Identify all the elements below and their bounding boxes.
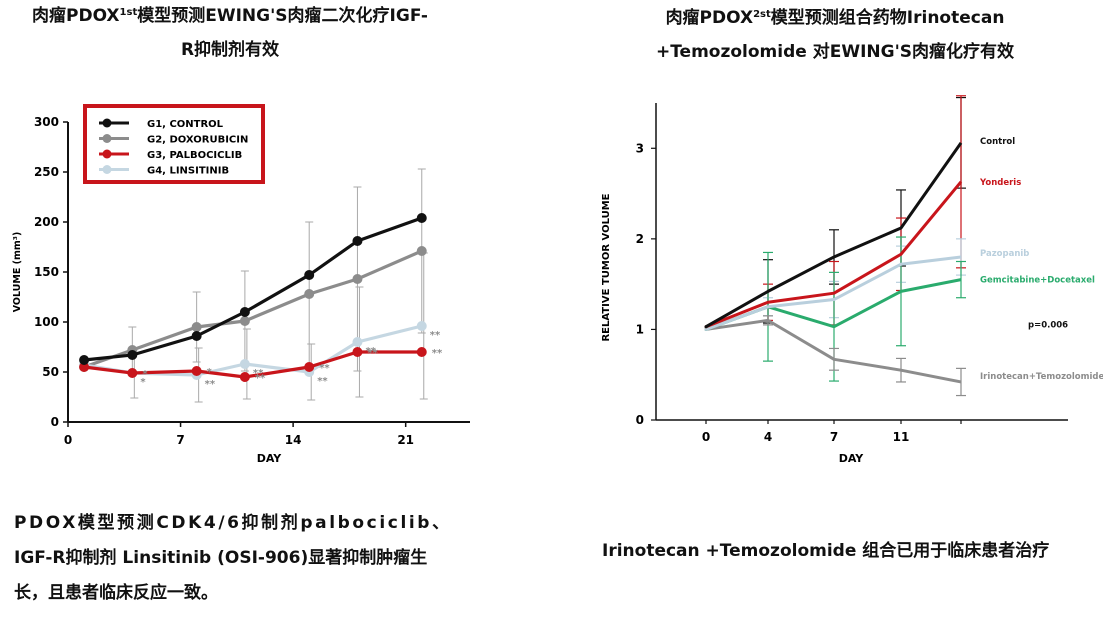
left-figure-title: 肉瘤PDOX1st模型预测EWING'S肉瘤二次化疗IGF- R抑制剂有效 <box>0 0 460 67</box>
y-tick-label: 3 <box>636 141 644 155</box>
x-tick-label: 0 <box>64 433 72 447</box>
y-tick-label: 1 <box>636 322 644 336</box>
y-tick-label: 0 <box>51 415 59 429</box>
left-caption-line1: PDOX模型预测CDK4/6抑制剂palbociclib、 <box>14 513 452 533</box>
significance-mark: ** <box>255 373 266 384</box>
legend-swatch-marker <box>102 165 112 174</box>
data-point <box>304 362 315 372</box>
y-tick-label: 250 <box>34 165 59 179</box>
data-point <box>79 362 90 372</box>
data-point <box>79 355 90 365</box>
series-line <box>705 180 963 329</box>
significance-mark: ** <box>253 368 264 379</box>
data-point <box>416 246 427 256</box>
series-label: Control <box>980 137 1015 147</box>
data-point <box>239 307 250 317</box>
y-tick-label: 150 <box>34 265 59 279</box>
data-point <box>304 270 315 280</box>
data-point <box>239 359 250 369</box>
y-tick-label: 2 <box>636 232 644 246</box>
x-axis-label: DAY <box>839 452 865 465</box>
right-figure-title: 肉瘤PDOX2st模型预测组合药物Irinotecan +Temozolomid… <box>600 0 1070 69</box>
series-label: Gemcitabine+Docetaxel <box>980 276 1095 286</box>
left-caption: PDOX模型预测CDK4/6抑制剂palbociclib、 IGF-R抑制剂 L… <box>14 506 514 611</box>
data-point <box>191 322 202 332</box>
legend-swatch-marker <box>102 118 112 128</box>
data-point <box>239 316 250 326</box>
significance-mark: ** <box>365 346 376 357</box>
legend-label: G1, CONTROL <box>147 119 224 130</box>
left-caption-line2: IGF-R抑制剂 Linsitinib (OSI-906)显著抑制肿瘤生 <box>14 548 428 568</box>
significance-mark: * <box>140 377 146 388</box>
right-title-text-a: 肉瘤PDOX <box>665 8 754 28</box>
data-point <box>352 347 363 357</box>
data-point <box>416 213 427 223</box>
x-tick-label: 7 <box>176 433 184 447</box>
left-title-line2: R抑制剂有效 <box>180 40 280 60</box>
right-title-line2: +Temozolomide 对EWING'S肉瘤化疗有效 <box>655 42 1015 62</box>
right-title-text-b: 模型预测组合药物Irinotecan <box>770 8 1005 28</box>
y-tick-label: 0 <box>636 413 644 427</box>
left-title-text-a: 肉瘤PDOX <box>32 6 120 26</box>
y-tick-label: 100 <box>34 315 59 329</box>
y-axis-label: VOLUME (mm³) <box>12 232 23 313</box>
data-point <box>352 274 363 284</box>
legend-label: G4, LINSITINIB <box>147 166 229 177</box>
significance-mark: ** <box>319 363 330 374</box>
y-tick-label: 50 <box>42 365 59 379</box>
data-point <box>704 325 708 329</box>
left-title-text-b: 模型预测EWING'S肉瘤二次化疗IGF- <box>137 6 428 26</box>
series-label: Yonderis <box>979 178 1021 188</box>
series-line <box>705 255 962 331</box>
significance-mark: * <box>207 367 213 378</box>
significance-mark: ** <box>317 376 328 387</box>
x-axis-label: DAY <box>257 452 283 465</box>
series-line <box>705 318 962 384</box>
significance-mark: * <box>142 369 148 380</box>
legend-label: G2, DOXORUBICIN <box>147 135 248 146</box>
significance-mark: ** <box>430 330 441 341</box>
series-line <box>705 141 963 329</box>
data-point <box>304 289 315 299</box>
y-axis-label: RELATIVE TUMOR VOLUME <box>601 193 612 341</box>
legend-swatch-marker <box>102 149 112 159</box>
data-point <box>239 372 250 382</box>
data-point <box>191 331 202 341</box>
y-tick-label: 200 <box>34 215 59 229</box>
data-point <box>191 366 202 376</box>
left-title-superscript: 1st <box>119 7 138 18</box>
x-tick-label: 0 <box>702 430 710 444</box>
x-tick-label: 21 <box>397 433 414 447</box>
significance-mark: ** <box>432 348 443 359</box>
x-tick-label: 14 <box>285 433 302 447</box>
x-tick-label: 11 <box>893 430 910 444</box>
significance-mark: ** <box>205 379 216 390</box>
data-point <box>127 350 138 360</box>
right-title-superscript: 2st <box>753 9 771 20</box>
p-value-annotation: p=0.006 <box>1028 320 1068 330</box>
significance-mark: ** <box>367 348 378 359</box>
legend-swatch-marker <box>102 134 112 143</box>
data-point <box>704 327 708 331</box>
data-point <box>127 368 138 378</box>
series-label: Pazopanib <box>980 249 1029 259</box>
data-point <box>352 236 363 246</box>
legend-label: G3, PALBOCICLIB <box>147 150 242 161</box>
left-caption-line3: 长，且患者临床反应一致。 <box>14 583 218 603</box>
series-label: Irinotecan+Temozolomide <box>980 372 1103 382</box>
right-caption: Irinotecan +Temozolomide 组合已用于临床患者治疗 <box>602 541 1050 561</box>
y-tick-label: 300 <box>34 115 59 129</box>
data-point <box>416 347 427 357</box>
x-tick-label: 7 <box>830 430 838 444</box>
data-point <box>416 321 427 331</box>
data-point <box>352 337 363 347</box>
x-tick-label: 4 <box>764 430 772 444</box>
